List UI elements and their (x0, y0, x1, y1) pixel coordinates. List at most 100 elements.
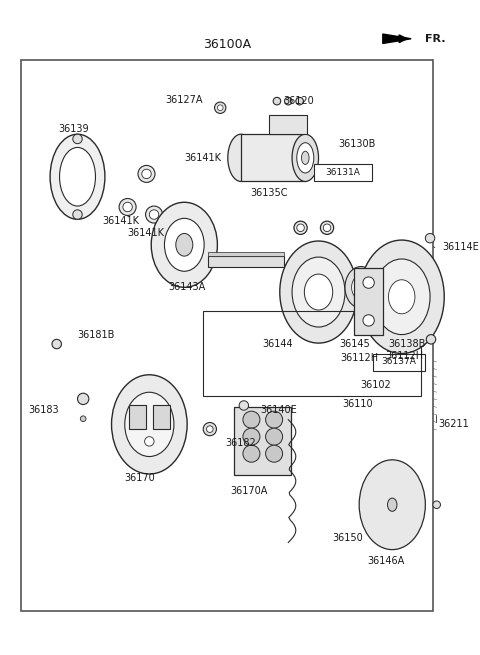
Text: 36150: 36150 (333, 533, 363, 543)
Text: 36110: 36110 (342, 399, 373, 409)
Circle shape (73, 134, 82, 143)
Circle shape (316, 247, 327, 258)
Circle shape (376, 307, 385, 316)
Circle shape (158, 409, 169, 421)
Bar (208, 252, 284, 256)
Circle shape (130, 409, 141, 421)
Circle shape (239, 401, 249, 410)
Text: 36141K: 36141K (102, 216, 139, 226)
Text: 36146A: 36146A (367, 557, 404, 567)
Text: 36135C: 36135C (251, 188, 288, 198)
Ellipse shape (280, 241, 357, 343)
Ellipse shape (292, 134, 319, 181)
Circle shape (321, 221, 334, 234)
Circle shape (374, 292, 387, 305)
Ellipse shape (60, 147, 96, 206)
Ellipse shape (301, 151, 309, 164)
Text: 36139: 36139 (59, 124, 89, 134)
Ellipse shape (345, 267, 377, 308)
Circle shape (243, 411, 260, 428)
Text: 36127A: 36127A (166, 95, 203, 105)
Ellipse shape (359, 460, 425, 550)
Text: 36170A: 36170A (230, 485, 267, 496)
Circle shape (265, 428, 283, 445)
Ellipse shape (292, 257, 345, 327)
Circle shape (387, 307, 397, 316)
Ellipse shape (352, 275, 371, 299)
Circle shape (300, 247, 312, 258)
Bar (234, 407, 291, 476)
Bar (208, 256, 284, 267)
Circle shape (203, 422, 216, 436)
Text: 36102: 36102 (361, 380, 392, 390)
Circle shape (73, 210, 82, 219)
Circle shape (80, 416, 86, 422)
Circle shape (144, 437, 154, 446)
Ellipse shape (165, 218, 204, 271)
Bar (21, 60, 433, 610)
Circle shape (145, 206, 163, 223)
Text: 36138B: 36138B (388, 339, 426, 349)
Circle shape (363, 315, 374, 326)
Circle shape (294, 221, 307, 234)
Ellipse shape (176, 233, 193, 256)
Circle shape (243, 428, 260, 445)
Text: 36100A: 36100A (203, 38, 251, 51)
Text: 36141K: 36141K (128, 229, 165, 238)
Text: 36170: 36170 (124, 474, 155, 483)
Circle shape (265, 445, 283, 462)
Bar (129, 405, 145, 429)
Circle shape (296, 98, 303, 105)
Circle shape (243, 445, 260, 462)
Text: 36182: 36182 (225, 438, 256, 448)
Circle shape (265, 411, 283, 428)
Ellipse shape (228, 134, 254, 181)
Bar (153, 405, 170, 429)
Circle shape (378, 295, 384, 302)
Text: 36112H: 36112H (340, 353, 378, 364)
Text: 36120: 36120 (283, 96, 314, 106)
Ellipse shape (388, 280, 415, 314)
Bar (354, 269, 383, 335)
Text: 36143A: 36143A (168, 282, 206, 292)
Text: 36130B: 36130B (338, 139, 376, 149)
Circle shape (323, 224, 331, 232)
Text: 36137A: 36137A (382, 358, 416, 367)
Ellipse shape (304, 274, 333, 310)
Text: 36144: 36144 (263, 339, 293, 349)
Circle shape (149, 210, 159, 219)
Polygon shape (383, 34, 411, 43)
Text: 36181B: 36181B (77, 329, 115, 339)
Text: 36141K: 36141K (184, 153, 221, 163)
Ellipse shape (151, 202, 217, 288)
Text: 36211: 36211 (439, 419, 469, 430)
Ellipse shape (373, 259, 430, 335)
Ellipse shape (387, 498, 397, 512)
Circle shape (273, 98, 281, 105)
Text: 36131A: 36131A (325, 168, 360, 176)
Circle shape (217, 105, 223, 111)
Circle shape (426, 335, 436, 344)
Ellipse shape (111, 375, 187, 474)
Text: 36183: 36183 (28, 405, 59, 415)
Circle shape (363, 277, 374, 288)
Circle shape (215, 102, 226, 113)
Circle shape (433, 501, 441, 508)
Circle shape (285, 98, 292, 105)
Bar (203, 311, 420, 396)
Circle shape (297, 224, 304, 232)
Circle shape (138, 166, 155, 182)
Circle shape (77, 393, 89, 405)
Ellipse shape (297, 143, 314, 173)
FancyBboxPatch shape (269, 401, 430, 561)
Bar (373, 354, 425, 371)
Ellipse shape (50, 134, 105, 219)
Bar (269, 115, 307, 134)
Circle shape (52, 339, 61, 348)
Text: 36112H: 36112H (385, 351, 424, 362)
Circle shape (206, 426, 213, 432)
Text: 36145: 36145 (339, 339, 370, 349)
Ellipse shape (125, 392, 174, 457)
Text: 36140E: 36140E (261, 405, 297, 415)
Circle shape (142, 169, 151, 179)
